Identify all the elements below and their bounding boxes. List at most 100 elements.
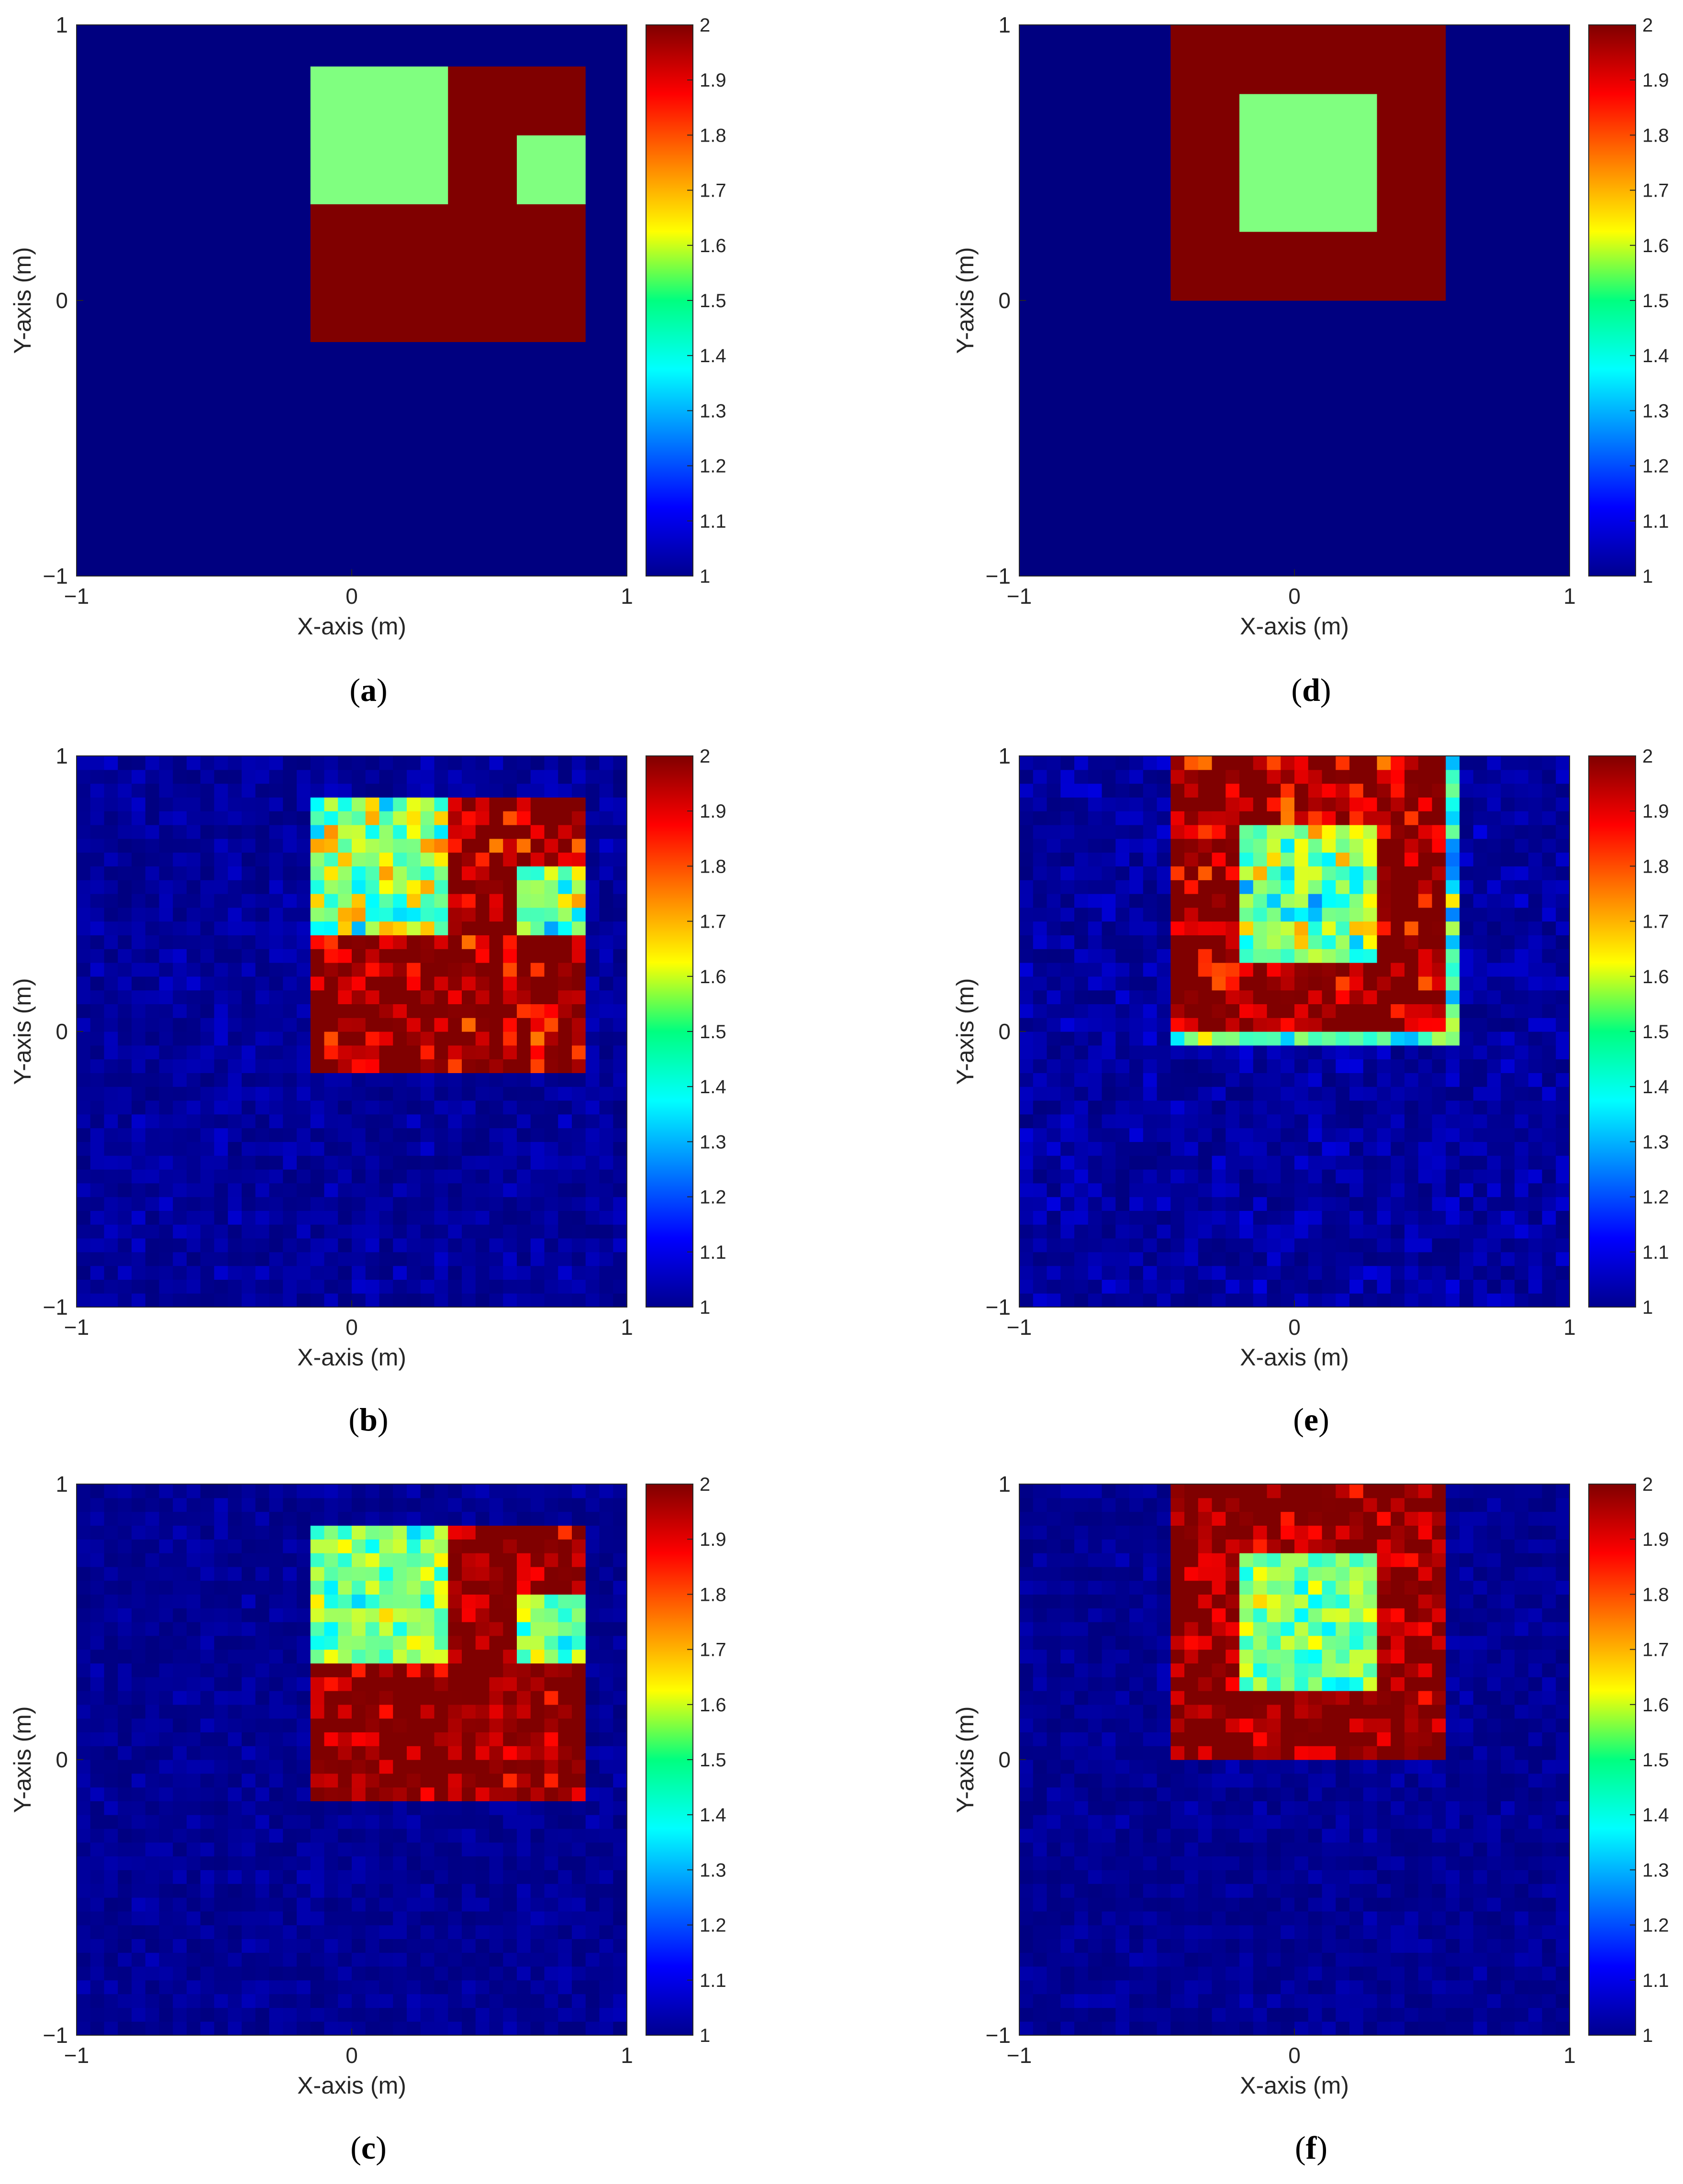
heatmap-cell [420, 438, 435, 453]
heatmap-cell [613, 1169, 627, 1184]
heatmap-cell [228, 1635, 242, 1650]
heatmap-cell [572, 479, 586, 494]
heatmap-cell [599, 1608, 613, 1622]
heatmap-cell [310, 1649, 325, 1663]
heatmap-cell [503, 1511, 517, 1526]
heatmap-cell [489, 1649, 503, 1663]
heatmap-cell [324, 1994, 338, 2008]
heatmap-cell [517, 38, 531, 53]
heatmap-cell [448, 1553, 462, 1567]
heatmap-cell [187, 1732, 201, 1746]
heatmap-cell [77, 1004, 91, 1018]
x-axis-label: X-axis (m) [297, 613, 406, 640]
heatmap-cell [104, 1966, 118, 1981]
heatmap-cell [200, 866, 215, 880]
heatmap-cell [530, 976, 545, 991]
heatmap-cell [228, 1004, 242, 1018]
heatmap-cell [462, 880, 476, 894]
heatmap-cell [77, 149, 91, 163]
heatmap-cell [544, 2007, 558, 2022]
heatmap-cell [297, 1856, 311, 1870]
heatmap-cell [228, 287, 242, 301]
heatmap-cell [187, 907, 201, 922]
heatmap-cell [338, 1939, 352, 1953]
heatmap-cell [214, 1746, 228, 1760]
heatmap-cell [489, 1511, 503, 1526]
heatmap-cell [104, 245, 118, 260]
heatmap-cell [489, 2021, 503, 2036]
heatmap-cell [90, 1265, 105, 1280]
heatmap-cell [338, 1252, 352, 1266]
heatmap-cell [462, 1952, 476, 1967]
heatmap-cell [77, 1553, 91, 1567]
heatmap-cell [558, 438, 572, 453]
heatmap-cell [613, 521, 627, 535]
heatmap-cell [173, 769, 187, 784]
heatmap-cell [338, 507, 352, 521]
heatmap-cell [310, 190, 325, 204]
heatmap-cell [132, 1086, 146, 1101]
heatmap-cell [599, 493, 613, 508]
heatmap-cell [145, 1994, 160, 2008]
heatmap-cell [242, 507, 256, 521]
heatmap-cell [77, 852, 91, 866]
heatmap-cell [572, 287, 586, 301]
heatmap-cell [297, 342, 311, 356]
heatmap-cell [214, 1732, 228, 1746]
heatmap-cell [393, 163, 407, 177]
heatmap-cell [118, 1100, 132, 1115]
heatmap-cell [297, 1238, 311, 1253]
heatmap-cell [544, 1045, 558, 1060]
heatmap-cell [255, 1059, 270, 1073]
heatmap-cell [393, 1746, 407, 1760]
heatmap-cell [517, 1842, 531, 1857]
heatmap-cell [104, 466, 118, 480]
heatmap-cell [544, 1966, 558, 1981]
heatmap-cell [379, 273, 393, 287]
heatmap-cell [255, 94, 270, 108]
heatmap-cell [530, 1045, 545, 1060]
heatmap-cell [613, 1925, 627, 1939]
heatmap-cell [242, 314, 256, 329]
heatmap-cell [517, 1265, 531, 1280]
heatmap-cell [407, 1897, 421, 1912]
heatmap-cell [599, 1829, 613, 1843]
heatmap-cell [77, 259, 91, 273]
heatmap-cell [599, 2021, 613, 2036]
heatmap-cell [585, 894, 600, 908]
heatmap-cell [420, 852, 435, 866]
heatmap-cell [159, 1525, 173, 1540]
heatmap-cell [338, 963, 352, 977]
heatmap-cell [379, 1004, 393, 1018]
heatmap-cell [352, 52, 366, 67]
heatmap-cell [297, 452, 311, 466]
heatmap-cell [407, 287, 421, 301]
heatmap-cell [90, 1183, 105, 1197]
heatmap-cell [352, 1787, 366, 1801]
heatmap-cell [475, 548, 490, 563]
heatmap-cell [613, 866, 627, 880]
heatmap-cell [352, 466, 366, 480]
heatmap-cell [503, 493, 517, 508]
heatmap-cell [462, 1497, 476, 1512]
heatmap-b [77, 756, 627, 1308]
heatmap-cell [475, 52, 490, 67]
heatmap-cell [269, 383, 283, 398]
heatmap-cell [200, 548, 215, 563]
heatmap-cell [407, 1004, 421, 1018]
heatmap-cell [297, 190, 311, 204]
heatmap-cell [393, 1128, 407, 1142]
heatmap-cell [585, 410, 600, 425]
heatmap-cell [214, 921, 228, 935]
heatmap-cell [352, 176, 366, 191]
heatmap-cell [489, 562, 503, 576]
heatmap-cell [393, 1238, 407, 1253]
heatmap-cell [269, 1856, 283, 1870]
heatmap-cell [228, 1114, 242, 1129]
heatmap-cell [297, 1691, 311, 1705]
heatmap-cell [572, 1594, 586, 1608]
heatmap-cell [475, 204, 490, 218]
heatmap-cell [255, 1704, 270, 1719]
heatmap-cell [599, 259, 613, 273]
heatmap-cell [159, 949, 173, 963]
